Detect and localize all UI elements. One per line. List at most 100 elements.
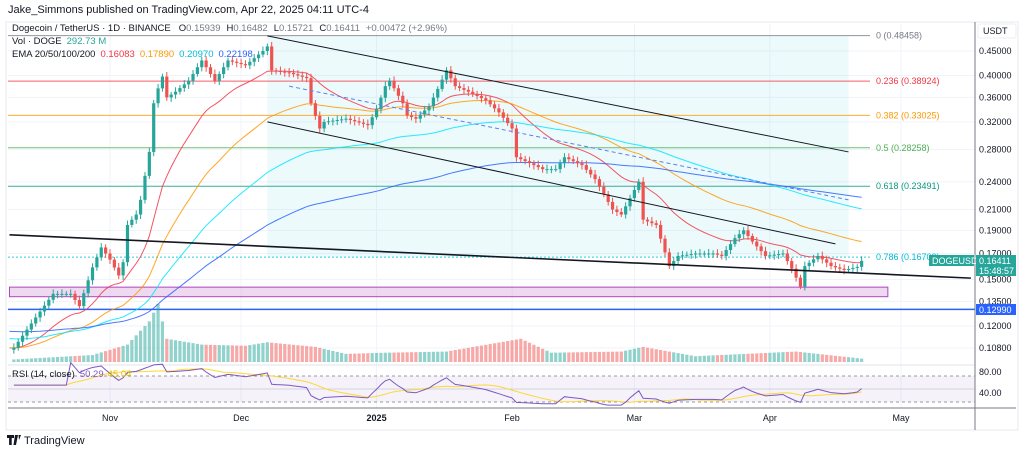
candle-down xyxy=(243,64,248,66)
price-tick: 0.12000 xyxy=(979,321,1012,331)
candle-up xyxy=(60,293,64,295)
volume-bar xyxy=(527,342,532,362)
candle-up xyxy=(90,267,95,281)
volume-bar xyxy=(34,358,38,362)
fib-level-label: 0.786 (0.16703) xyxy=(876,252,940,262)
candle-down xyxy=(659,224,663,239)
candle-down xyxy=(283,71,287,73)
volume-bar xyxy=(436,351,440,362)
last-price-tag xyxy=(976,255,1016,276)
candle-down xyxy=(471,91,475,94)
volume-bar xyxy=(366,353,370,362)
candle-down xyxy=(829,262,833,267)
volume-bar xyxy=(663,350,667,362)
candle-down xyxy=(838,267,842,269)
candle-down xyxy=(291,72,296,75)
time-axis[interactable]: Nov Dec 2025 Feb Mar Apr May xyxy=(102,413,910,423)
candle-down xyxy=(567,157,571,160)
price-tick: 0.13500 xyxy=(979,296,1012,306)
volume-bar xyxy=(558,352,562,362)
volume-bar xyxy=(134,335,138,362)
volume-bar xyxy=(838,356,842,362)
volume-bar xyxy=(239,345,243,362)
candle-down xyxy=(484,98,488,101)
volume-bar xyxy=(243,345,248,362)
candle-down xyxy=(619,212,623,215)
volume-bar xyxy=(615,351,619,362)
published-by: Jake_Simmons published on TradingView.co… xyxy=(8,4,369,16)
volume-bar xyxy=(12,359,16,362)
candle-up xyxy=(728,244,733,251)
candle-up xyxy=(47,299,51,306)
currency-button[interactable] xyxy=(977,23,1017,39)
volume-bar xyxy=(42,357,47,362)
volume-bar xyxy=(536,346,540,362)
volume-bar xyxy=(383,352,387,362)
volume-bar xyxy=(178,340,182,362)
volume-bar xyxy=(409,352,414,362)
candle-down xyxy=(392,80,396,89)
candle-down xyxy=(165,76,169,98)
volume-bar xyxy=(567,352,571,362)
volume-bar xyxy=(497,342,501,362)
candle-down xyxy=(798,277,803,287)
candle-down xyxy=(77,299,82,307)
candle-down xyxy=(597,179,602,187)
price-axis[interactable]: 0.45000 0.40000 0.36000 0.32000 0.28000 0.240… xyxy=(979,46,1012,353)
volume-bar xyxy=(108,349,112,362)
volume-bar xyxy=(357,353,361,362)
candle-down xyxy=(414,117,418,119)
candle-up xyxy=(152,103,156,152)
volume-bar xyxy=(95,353,99,362)
tradingview-logo[interactable]: TradingView xyxy=(7,435,85,447)
time-tick: May xyxy=(892,413,910,423)
ema200-line xyxy=(9,162,862,333)
candle-up xyxy=(147,151,151,176)
fib-retracement[interactable]: 0 (0.48458) 0.236 (0.38924) 0.382 (0.33025… xyxy=(8,31,940,263)
candle-up xyxy=(624,206,628,215)
volume-bar xyxy=(86,355,90,362)
volume-bar xyxy=(340,352,344,362)
volume-bar xyxy=(571,352,575,362)
candle-up xyxy=(632,189,636,199)
candle-up xyxy=(16,341,20,348)
candle-up xyxy=(807,262,811,267)
ema20-line xyxy=(9,70,862,349)
candle-down xyxy=(409,115,414,118)
volume-bar xyxy=(60,356,64,362)
candle-up xyxy=(811,259,816,263)
volume-bar xyxy=(217,345,221,362)
ema-lines xyxy=(9,70,862,349)
fib-level-label: 0.5 (0.28258) xyxy=(876,143,930,153)
price-tick: 0.28000 xyxy=(979,145,1012,155)
volume-bar xyxy=(222,345,226,362)
candle-down xyxy=(287,72,291,74)
volume-bar xyxy=(47,357,51,362)
trendlines[interactable] xyxy=(9,35,971,279)
candle-down xyxy=(580,163,584,166)
candle-up xyxy=(344,118,348,120)
volume-bar xyxy=(353,353,357,362)
volume-bar xyxy=(55,356,60,362)
volume-bar xyxy=(532,344,536,362)
candle-up xyxy=(737,234,741,239)
volume-bar xyxy=(204,344,208,362)
volume-bar xyxy=(733,354,737,362)
symbol-tag-label: DOGEUSDT xyxy=(932,256,984,266)
candle-up xyxy=(685,254,689,256)
candle-down xyxy=(606,194,610,202)
candle-down xyxy=(313,103,317,116)
candle-up xyxy=(173,91,178,95)
volume-bar xyxy=(584,352,588,362)
candle-up xyxy=(64,293,68,295)
candle-down xyxy=(602,186,606,195)
candle-down xyxy=(820,255,824,260)
candle-up xyxy=(423,110,427,115)
candle-down xyxy=(506,117,510,124)
volume-bar xyxy=(637,347,641,362)
volume-bar xyxy=(125,344,130,362)
volume-bar xyxy=(278,343,283,362)
volume-bar xyxy=(488,344,492,362)
